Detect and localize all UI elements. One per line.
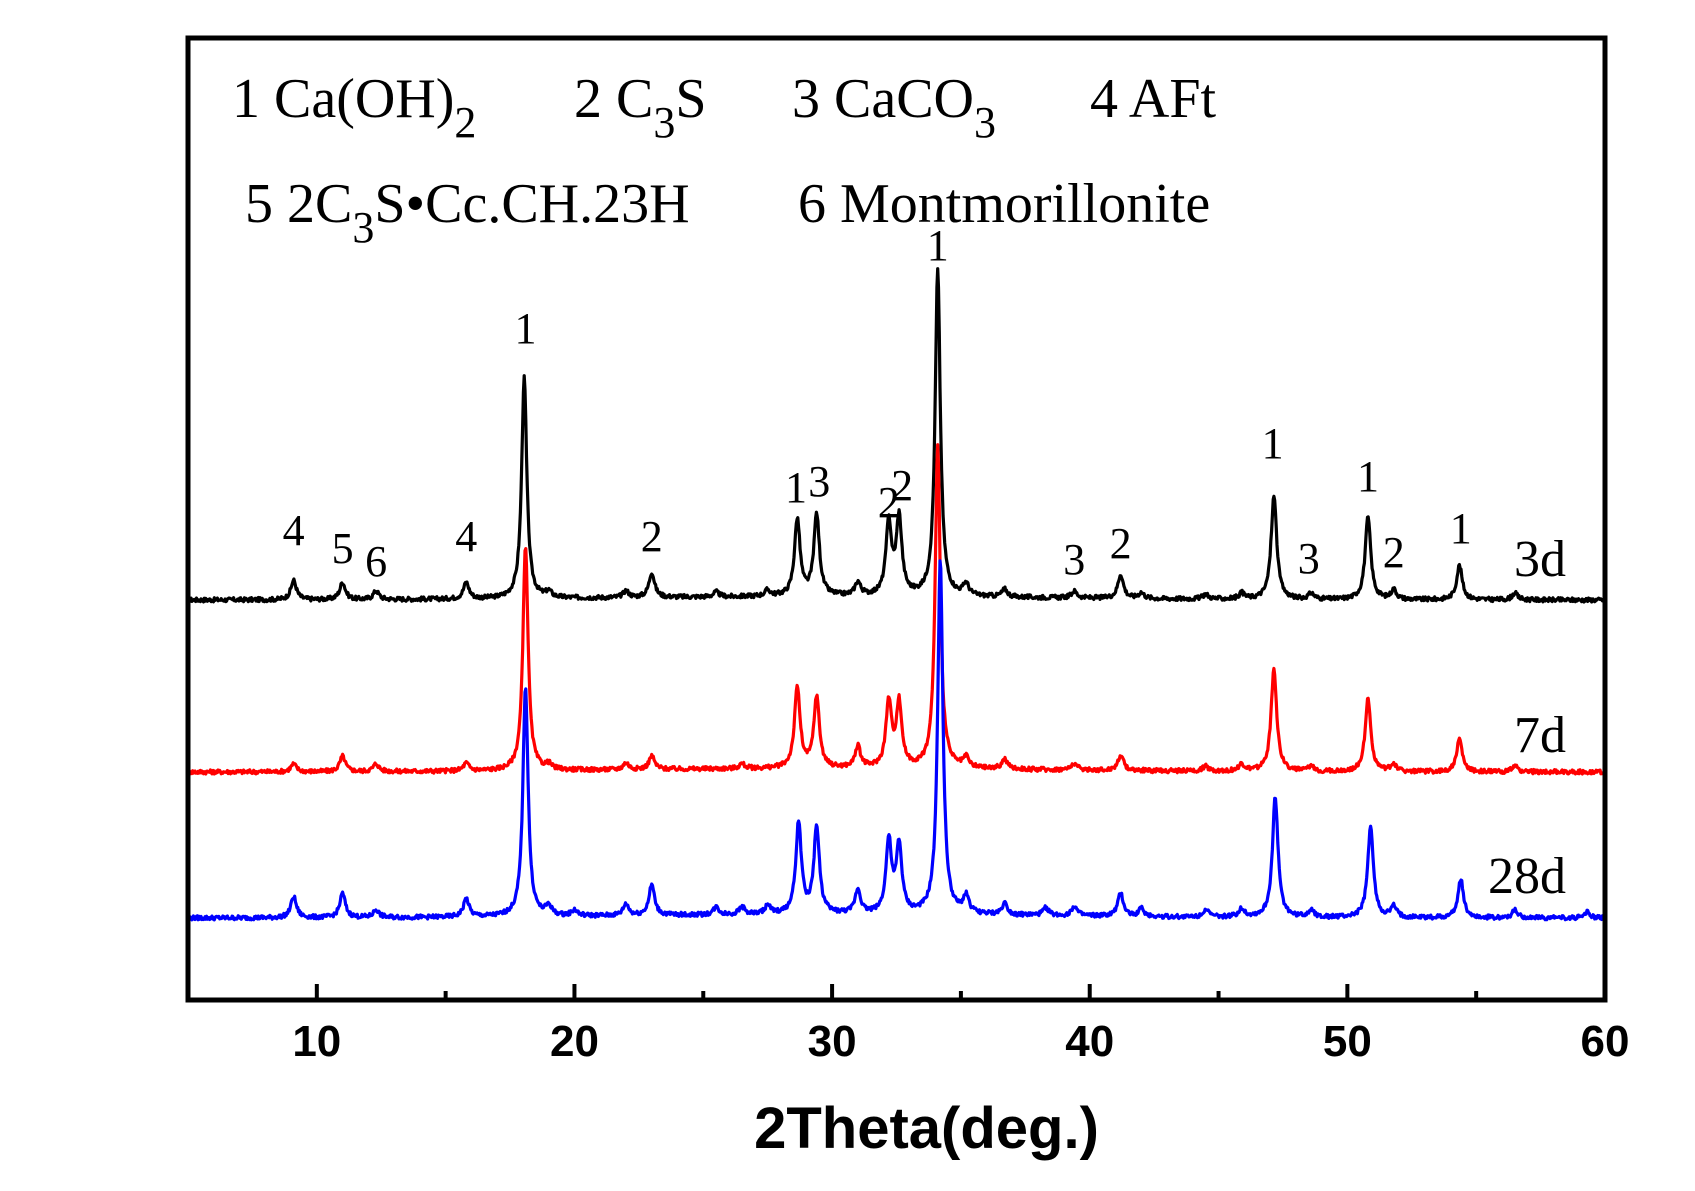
legend-entry: 5 2C3S•Cc.CH.23H bbox=[245, 173, 690, 252]
peak-label: 2 bbox=[641, 512, 663, 561]
x-tick-label: 20 bbox=[550, 1017, 599, 1066]
peak-label: 1 bbox=[927, 221, 949, 270]
series-line-28d bbox=[186, 559, 1606, 922]
peak-label: 1 bbox=[1262, 419, 1284, 468]
phase-legend: 1 Ca(OH)2 2 C3S 3 CaCO3 4 AFt 5 2C3S•Cc.CH.2… bbox=[232, 68, 1217, 252]
peak-label: 2 bbox=[891, 461, 913, 510]
legend-entry: 1 Ca(OH)2 bbox=[232, 68, 476, 147]
x-tick-label: 40 bbox=[1065, 1017, 1114, 1066]
peak-label: 3 bbox=[1063, 535, 1085, 584]
x-axis: 10 20 30 40 50 60 bbox=[186, 984, 1630, 1066]
x-tick-label: 50 bbox=[1323, 1017, 1372, 1066]
series-label: 3d bbox=[1514, 531, 1566, 588]
peak-label: 2 bbox=[878, 478, 900, 527]
peak-label: 3 bbox=[1298, 534, 1320, 583]
series-labels: 3d 7d 28d bbox=[1488, 531, 1566, 905]
peak-label: 1 bbox=[1450, 504, 1472, 553]
series-label: 28d bbox=[1488, 848, 1566, 905]
peak-label: 5 bbox=[332, 524, 354, 573]
plot-frame bbox=[185, 35, 1608, 1003]
legend-entry: 4 AFt bbox=[1090, 68, 1217, 130]
legend-entry: 2 C3S bbox=[574, 68, 707, 147]
x-tick-label: 10 bbox=[292, 1017, 341, 1066]
peak-label: 1 bbox=[515, 304, 537, 353]
series-label: 7d bbox=[1514, 707, 1566, 764]
peak-label: 4 bbox=[455, 512, 477, 561]
series-line-7d bbox=[186, 443, 1607, 776]
peak-label: 3 bbox=[808, 457, 830, 506]
peak-label: 6 bbox=[365, 537, 387, 586]
series-layer bbox=[186, 267, 1607, 922]
peak-label: 4 bbox=[283, 506, 305, 555]
legend-entry: 3 CaCO3 bbox=[792, 68, 996, 147]
series-line-3d bbox=[187, 267, 1607, 604]
peak-label: 2 bbox=[1383, 528, 1405, 577]
legend-entry: 6 Montmorillonite bbox=[798, 173, 1210, 235]
peak-label: 2 bbox=[1110, 519, 1132, 568]
peak-label: 1 bbox=[785, 463, 807, 512]
x-axis-title: 2Theta(deg.) bbox=[754, 1096, 1099, 1161]
x-tick-label: 30 bbox=[808, 1017, 857, 1066]
x-tick-label: 60 bbox=[1581, 1017, 1630, 1066]
peak-label: 1 bbox=[1357, 452, 1379, 501]
